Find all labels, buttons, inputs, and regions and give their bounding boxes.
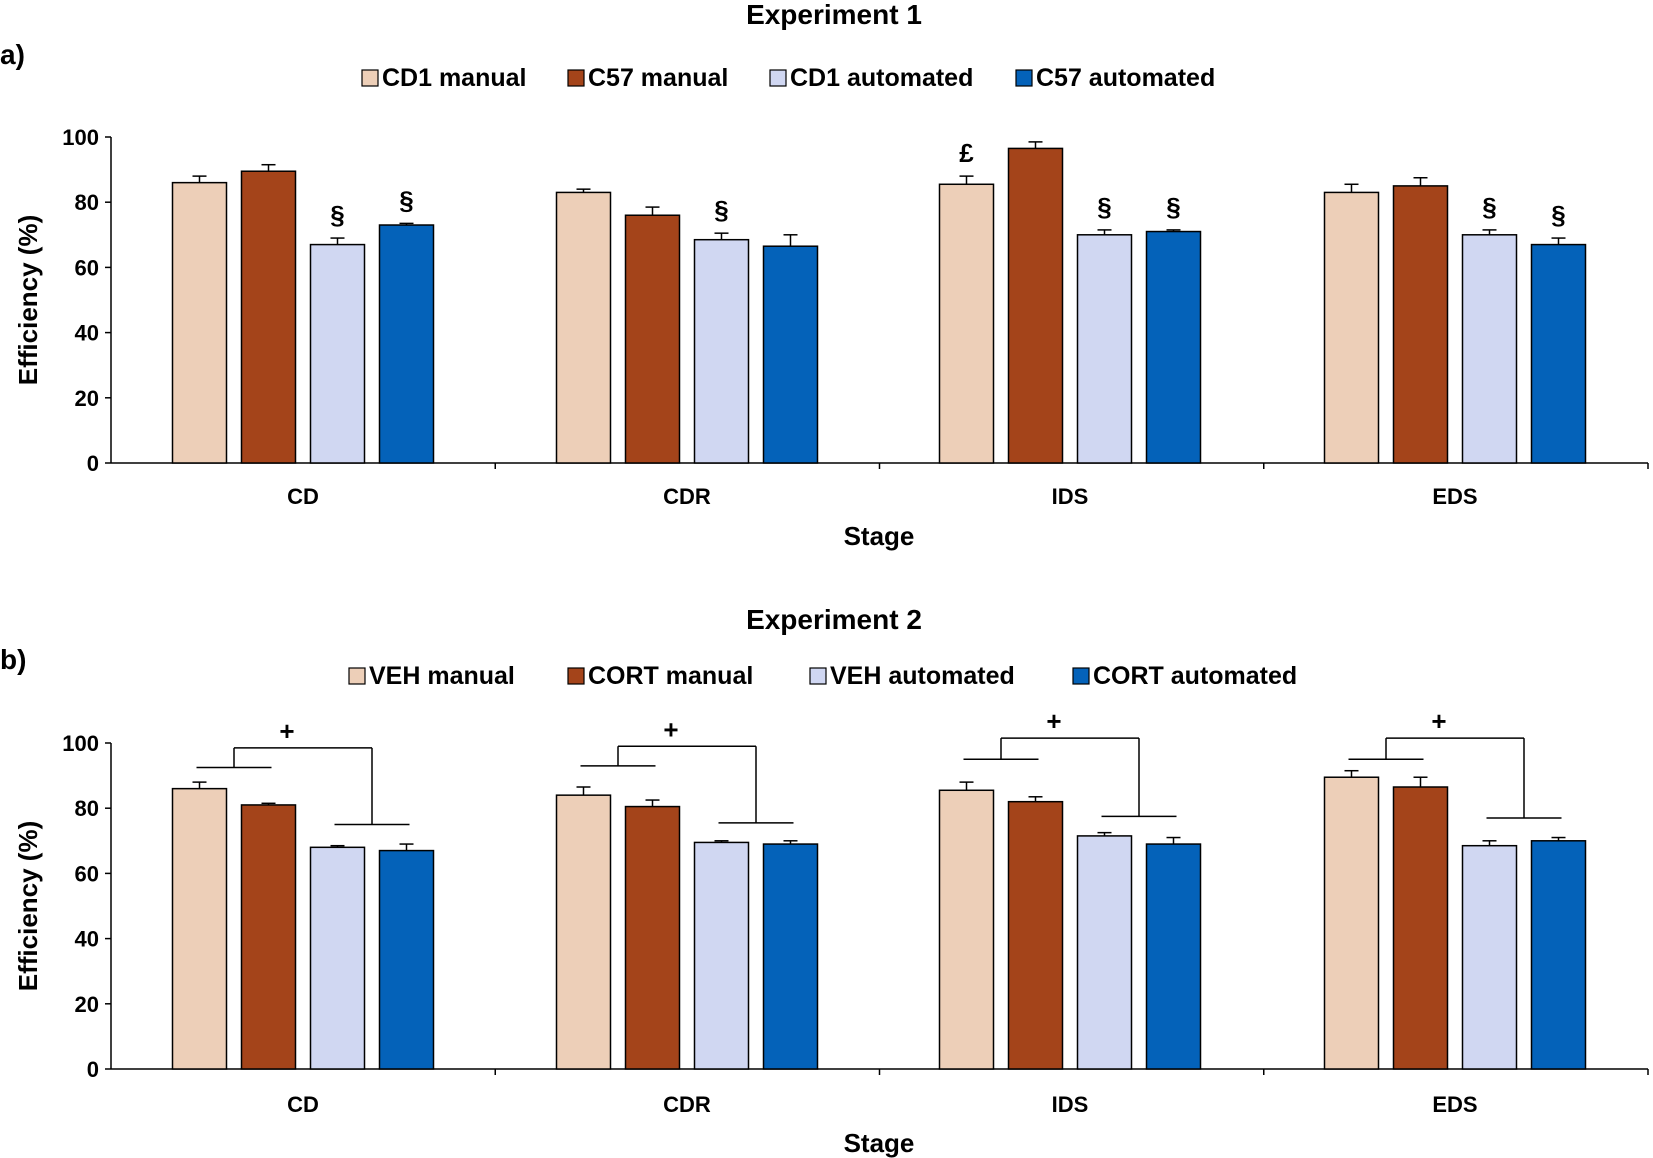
bar-cdr-3 — [762, 245, 819, 464]
legend-label-3: C57 automated — [1036, 64, 1215, 92]
panel-label: b) — [0, 644, 26, 675]
bar-cdr-2 — [693, 841, 750, 1070]
bracket-symbol: + — [279, 716, 294, 746]
y-tick-label: 40 — [75, 321, 99, 346]
bar-cdr-0 — [555, 191, 612, 464]
legend-label-1: C57 manual — [588, 64, 728, 92]
chart-title: Experiment 2 — [746, 604, 922, 635]
bracket-symbol: + — [1046, 706, 1061, 736]
legend-label-1: CORT manual — [588, 662, 753, 690]
bar-eds-3 — [1530, 840, 1587, 1070]
bar-ids-2 — [1076, 234, 1133, 464]
significance-marker: § — [1097, 192, 1111, 222]
legend-label-0: VEH manual — [369, 662, 515, 690]
significance-marker: § — [399, 185, 413, 215]
legend-swatch-1 — [567, 69, 585, 87]
panel-label: a) — [0, 39, 25, 70]
bracket-symbol: + — [663, 714, 678, 744]
y-tick-label: 60 — [75, 255, 99, 280]
bar-cd-3 — [378, 849, 435, 1070]
significance-bracket: + — [580, 714, 794, 824]
y-axis-title: Efficiency (%) — [13, 215, 43, 386]
bar-cd-3 — [378, 224, 435, 464]
significance-marker: § — [1482, 192, 1496, 222]
bracket-symbol: + — [1431, 706, 1446, 736]
x-category-label: CDR — [663, 484, 711, 509]
bar-cdr-1 — [624, 214, 681, 464]
x-category-label: EDS — [1432, 484, 1477, 509]
legend-swatch-0 — [348, 667, 366, 685]
bar-ids-2 — [1076, 835, 1133, 1070]
bar-cd-1 — [240, 170, 297, 464]
x-category-label: IDS — [1052, 1092, 1089, 1117]
bar-eds-1 — [1392, 786, 1449, 1070]
y-tick-label: 80 — [75, 190, 99, 215]
bar-eds-3 — [1530, 243, 1587, 464]
significance-marker: § — [714, 195, 728, 225]
legend-swatch-1 — [567, 667, 585, 685]
y-tick-label: 0 — [87, 1057, 99, 1082]
y-tick-label: 100 — [62, 125, 99, 150]
bar-cdr-3 — [762, 843, 819, 1070]
significance-bracket: + — [196, 716, 410, 826]
y-tick-label: 20 — [75, 386, 99, 411]
x-category-label: CDR — [663, 1092, 711, 1117]
significance-marker: § — [1166, 192, 1180, 222]
bar-ids-3 — [1145, 230, 1202, 464]
y-tick-label: 60 — [75, 861, 99, 886]
x-category-label: IDS — [1052, 484, 1089, 509]
bar-cdr-0 — [555, 794, 612, 1070]
bar-ids-1 — [1007, 800, 1064, 1070]
bar-cd-0 — [171, 181, 228, 464]
y-tick-label: 100 — [62, 731, 99, 756]
x-category-label: EDS — [1432, 1092, 1477, 1117]
legend-label-0: CD1 manual — [382, 64, 526, 92]
bar-cd-1 — [240, 804, 297, 1070]
bar-cd-2 — [309, 846, 366, 1070]
bar-eds-1 — [1392, 185, 1449, 464]
chart-panel-experiment-1: Experiment 1 a) CD1 manual C57 manual CD1 au… — [0, 0, 1649, 551]
bar-cdr-1 — [624, 805, 681, 1070]
bar-ids-1 — [1007, 147, 1064, 464]
bar-cdr-2 — [693, 238, 750, 464]
y-tick-label: 0 — [87, 451, 99, 476]
bar-cd-2 — [309, 243, 366, 464]
bar-ids-3 — [1145, 843, 1202, 1070]
y-tick-label: 20 — [75, 992, 99, 1017]
y-tick-label: 40 — [75, 927, 99, 952]
legend-swatch-3 — [1015, 69, 1033, 87]
significance-bracket: + — [963, 706, 1177, 818]
significance-marker: § — [330, 200, 344, 230]
y-tick-label: 80 — [75, 796, 99, 821]
x-category-label: CD — [287, 1092, 319, 1117]
chart-title: Experiment 1 — [746, 0, 922, 30]
y-axis-title: Efficiency (%) — [13, 821, 43, 992]
legend-label-3: CORT automated — [1093, 662, 1297, 690]
significance-marker: § — [1551, 200, 1565, 230]
significance-marker: £ — [959, 138, 974, 168]
bar-eds-0 — [1323, 191, 1380, 464]
significance-bracket: + — [1348, 706, 1562, 819]
bar-eds-0 — [1323, 776, 1380, 1070]
x-axis-title: Stage — [844, 521, 915, 551]
bar-ids-0 — [938, 789, 995, 1070]
bar-cd-0 — [171, 787, 228, 1070]
bar-eds-2 — [1461, 234, 1518, 464]
x-category-label: CD — [287, 484, 319, 509]
legend-label-2: CD1 automated — [790, 64, 973, 92]
legend-swatch-3 — [1072, 667, 1090, 685]
legend-swatch-2 — [809, 667, 827, 685]
legend-swatch-2 — [769, 69, 787, 87]
chart-panel-experiment-2: Experiment 2 b) VEH manual CORT manual VEH a… — [0, 604, 1649, 1158]
legend-swatch-0 — [361, 69, 379, 87]
x-axis-title: Stage — [844, 1128, 915, 1158]
bar-eds-2 — [1461, 844, 1518, 1070]
bar-ids-0 — [938, 183, 995, 464]
legend-label-2: VEH automated — [830, 662, 1015, 690]
